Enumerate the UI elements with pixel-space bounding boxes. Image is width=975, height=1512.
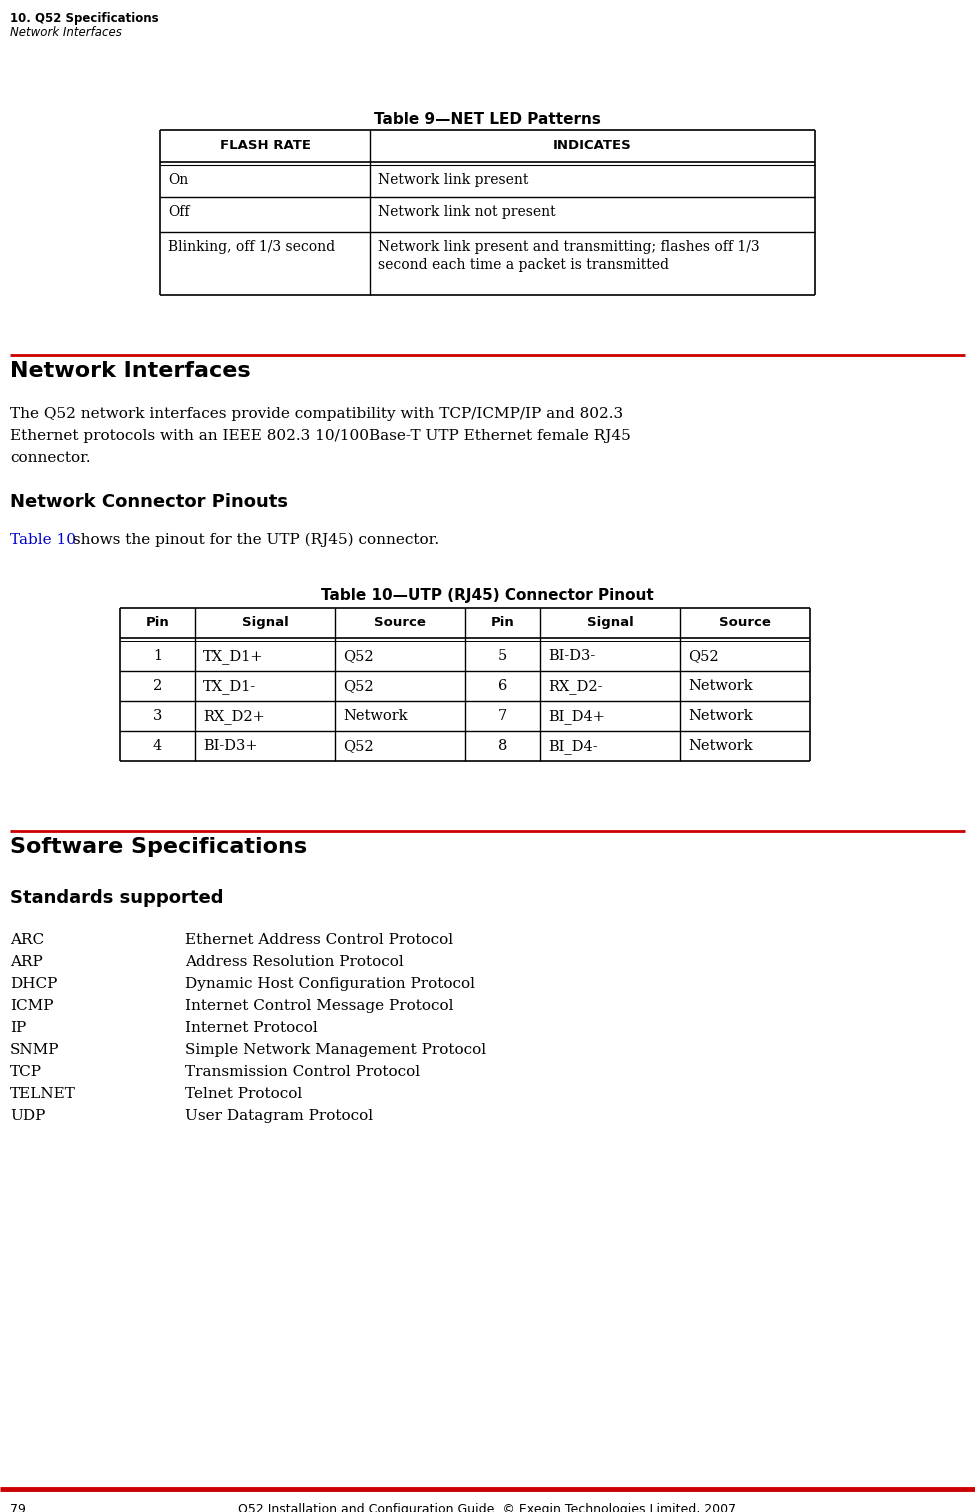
Text: connector.: connector.	[10, 451, 91, 466]
Text: 79: 79	[10, 1503, 26, 1512]
Text: Table 9—NET LED Patterns: Table 9—NET LED Patterns	[373, 112, 601, 127]
Text: BI-D3-: BI-D3-	[548, 649, 596, 662]
Text: SNMP: SNMP	[10, 1043, 59, 1057]
Text: Signal: Signal	[242, 615, 289, 629]
Text: Dynamic Host Configuration Protocol: Dynamic Host Configuration Protocol	[185, 977, 475, 990]
Text: 5: 5	[498, 649, 507, 662]
Text: DHCP: DHCP	[10, 977, 58, 990]
Text: Source: Source	[374, 615, 426, 629]
Text: Software Specifications: Software Specifications	[10, 838, 307, 857]
Text: Address Resolution Protocol: Address Resolution Protocol	[185, 956, 404, 969]
Text: Blinking, off 1/3 second: Blinking, off 1/3 second	[168, 240, 335, 254]
Text: Pin: Pin	[490, 615, 515, 629]
Text: BI_D4-: BI_D4-	[548, 739, 598, 754]
Text: INDICATES: INDICATES	[553, 139, 632, 153]
Text: RX_D2-: RX_D2-	[548, 679, 603, 694]
Text: ARP: ARP	[10, 956, 43, 969]
Text: Network: Network	[688, 709, 753, 723]
Text: FLASH RATE: FLASH RATE	[219, 139, 310, 153]
Text: 8: 8	[498, 739, 507, 753]
Text: TX_D1+: TX_D1+	[203, 649, 263, 664]
Text: Q52: Q52	[688, 649, 719, 662]
Text: Simple Network Management Protocol: Simple Network Management Protocol	[185, 1043, 487, 1057]
Text: Internet Protocol: Internet Protocol	[185, 1021, 318, 1036]
Text: 7: 7	[498, 709, 507, 723]
Text: Q52 Installation and Configuration Guide  © Exegin Technologies Limited, 2007: Q52 Installation and Configuration Guide…	[238, 1503, 736, 1512]
Text: Q52: Q52	[343, 679, 373, 692]
Text: ARC: ARC	[10, 933, 44, 947]
Text: Table 10—UTP (RJ45) Connector Pinout: Table 10—UTP (RJ45) Connector Pinout	[321, 588, 653, 603]
Text: Telnet Protocol: Telnet Protocol	[185, 1087, 302, 1101]
Text: Network link present: Network link present	[378, 172, 528, 187]
Text: 10. Q52 Specifications: 10. Q52 Specifications	[10, 12, 159, 26]
Text: Internet Control Message Protocol: Internet Control Message Protocol	[185, 999, 453, 1013]
Text: ICMP: ICMP	[10, 999, 54, 1013]
Text: Standards supported: Standards supported	[10, 889, 223, 907]
Text: TCP: TCP	[10, 1064, 42, 1080]
Text: Transmission Control Protocol: Transmission Control Protocol	[185, 1064, 420, 1080]
Text: 3: 3	[153, 709, 162, 723]
Text: User Datagram Protocol: User Datagram Protocol	[185, 1108, 373, 1123]
Text: Q52: Q52	[343, 739, 373, 753]
Text: BI_D4+: BI_D4+	[548, 709, 604, 724]
Text: 6: 6	[498, 679, 507, 692]
Text: UDP: UDP	[10, 1108, 46, 1123]
Text: IP: IP	[10, 1021, 26, 1036]
Text: RX_D2+: RX_D2+	[203, 709, 265, 724]
Text: shows the pinout for the UTP (RJ45) connector.: shows the pinout for the UTP (RJ45) conn…	[68, 534, 439, 547]
Text: On: On	[168, 172, 188, 187]
Text: Signal: Signal	[587, 615, 634, 629]
Text: Network: Network	[688, 739, 753, 753]
Text: TELNET: TELNET	[10, 1087, 76, 1101]
Text: Network Interfaces: Network Interfaces	[10, 361, 251, 381]
Text: Table 10: Table 10	[10, 534, 76, 547]
Text: Ethernet protocols with an IEEE 802.3 10/100Base-T UTP Ethernet female RJ45: Ethernet protocols with an IEEE 802.3 10…	[10, 429, 631, 443]
Text: Network link not present: Network link not present	[378, 206, 556, 219]
Text: Network Connector Pinouts: Network Connector Pinouts	[10, 493, 288, 511]
Text: BI-D3+: BI-D3+	[203, 739, 257, 753]
Text: 4: 4	[153, 739, 162, 753]
Text: Network: Network	[688, 679, 753, 692]
Text: 2: 2	[153, 679, 162, 692]
Text: 1: 1	[153, 649, 162, 662]
Text: TX_D1-: TX_D1-	[203, 679, 256, 694]
Text: Network Interfaces: Network Interfaces	[10, 26, 122, 39]
Text: Network: Network	[343, 709, 408, 723]
Text: Pin: Pin	[145, 615, 170, 629]
Text: Source: Source	[720, 615, 771, 629]
Text: Q52: Q52	[343, 649, 373, 662]
Text: Network link present and transmitting; flashes off 1/3
second each time a packet: Network link present and transmitting; f…	[378, 240, 760, 272]
Text: Ethernet Address Control Protocol: Ethernet Address Control Protocol	[185, 933, 453, 947]
Text: The Q52 network interfaces provide compatibility with TCP/ICMP/IP and 802.3: The Q52 network interfaces provide compa…	[10, 407, 623, 420]
Text: Off: Off	[168, 206, 189, 219]
